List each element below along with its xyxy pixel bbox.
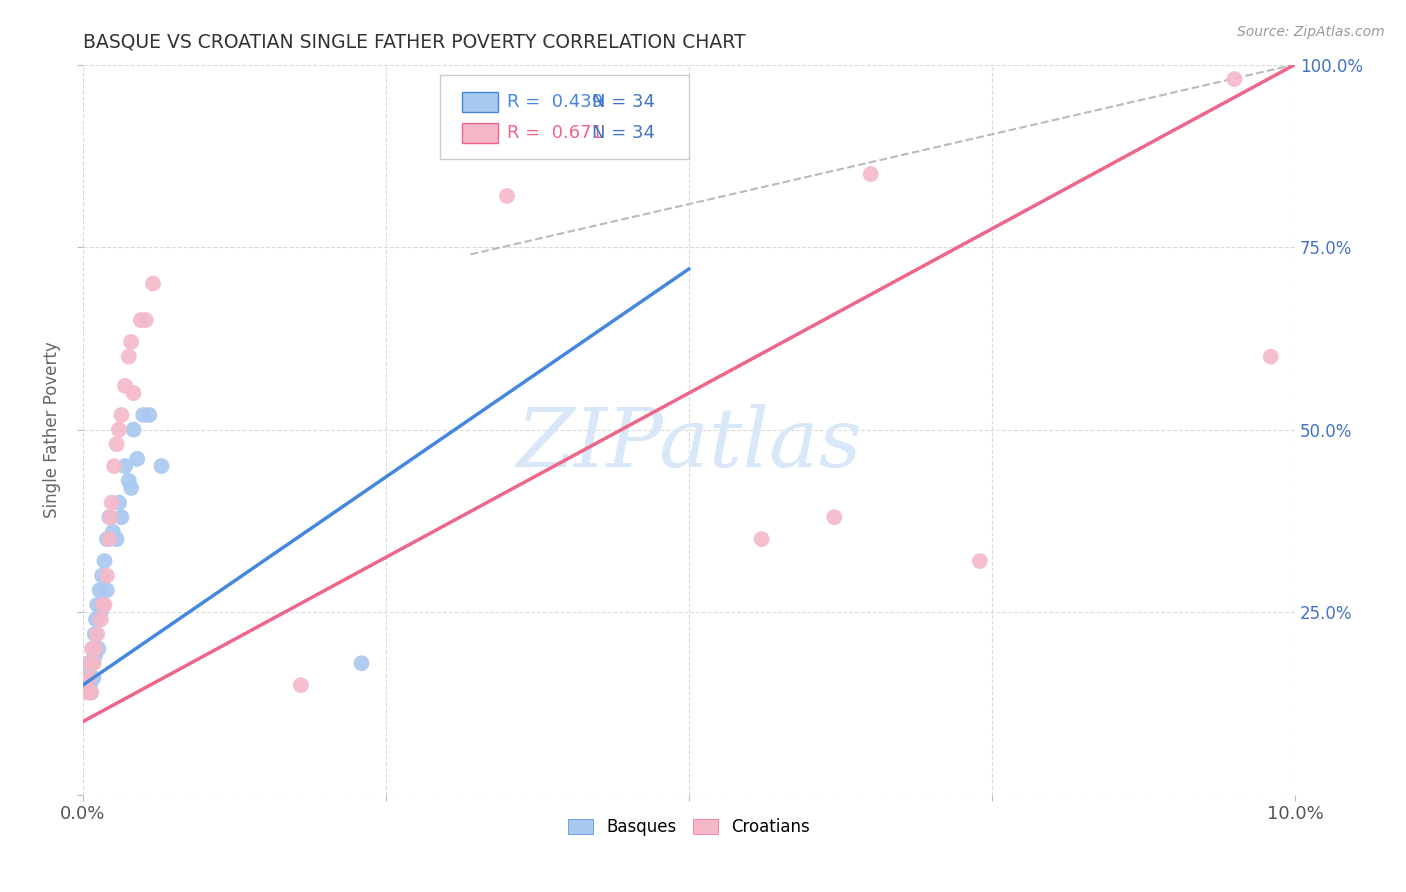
- Point: [96, 568, 118, 582]
- Point: [350, 657, 373, 671]
- Text: N = 34: N = 34: [592, 124, 655, 142]
- Point: [122, 386, 145, 401]
- Point: [150, 459, 173, 474]
- Point: [90, 605, 112, 619]
- Point: [290, 678, 312, 692]
- Point: [83, 671, 105, 685]
- Point: [96, 583, 118, 598]
- Point: [118, 350, 141, 364]
- Point: [581, 79, 603, 94]
- Point: [96, 532, 118, 546]
- Point: [120, 334, 142, 349]
- Point: [98, 510, 121, 524]
- Point: [129, 313, 152, 327]
- Point: [77, 657, 100, 671]
- Point: [82, 657, 104, 671]
- Point: [108, 423, 131, 437]
- Point: [83, 648, 105, 663]
- Point: [80, 685, 103, 699]
- Point: [114, 379, 136, 393]
- Y-axis label: Single Father Poverty: Single Father Poverty: [44, 342, 60, 518]
- Point: [82, 641, 104, 656]
- Point: [90, 612, 112, 626]
- Point: [86, 598, 108, 612]
- FancyBboxPatch shape: [440, 76, 689, 160]
- Point: [118, 474, 141, 488]
- Point: [105, 532, 128, 546]
- Point: [859, 167, 882, 181]
- Point: [100, 510, 122, 524]
- Point: [76, 685, 98, 699]
- Text: ZIPatlas: ZIPatlas: [516, 404, 862, 484]
- Text: BASQUE VS CROATIAN SINGLE FATHER POVERTY CORRELATION CHART: BASQUE VS CROATIAN SINGLE FATHER POVERTY…: [83, 33, 745, 52]
- Point: [1223, 72, 1246, 87]
- Text: R =  0.671: R = 0.671: [508, 124, 603, 142]
- Point: [79, 678, 101, 692]
- Point: [132, 408, 155, 422]
- Point: [101, 524, 124, 539]
- Text: Source: ZipAtlas.com: Source: ZipAtlas.com: [1237, 25, 1385, 39]
- Point: [91, 598, 114, 612]
- Point: [142, 277, 165, 291]
- Point: [84, 612, 107, 626]
- Point: [114, 459, 136, 474]
- Point: [605, 79, 627, 94]
- Point: [91, 568, 114, 582]
- Point: [79, 657, 101, 671]
- Point: [138, 408, 160, 422]
- Point: [80, 685, 103, 699]
- Point: [122, 423, 145, 437]
- Point: [110, 510, 132, 524]
- Point: [1260, 350, 1282, 364]
- Point: [87, 641, 110, 656]
- Point: [98, 532, 121, 546]
- Point: [108, 495, 131, 509]
- Text: R =  0.439: R = 0.439: [508, 93, 603, 111]
- Point: [100, 495, 122, 509]
- Point: [89, 583, 111, 598]
- Point: [93, 554, 115, 568]
- Legend: Basques, Croatians: Basques, Croatians: [560, 810, 818, 845]
- Point: [135, 313, 157, 327]
- Point: [823, 510, 845, 524]
- Point: [83, 641, 105, 656]
- Point: [77, 671, 100, 685]
- FancyBboxPatch shape: [463, 92, 499, 112]
- Point: [120, 481, 142, 495]
- Point: [496, 189, 519, 203]
- Point: [82, 641, 104, 656]
- Point: [93, 598, 115, 612]
- Point: [83, 657, 105, 671]
- Point: [751, 532, 773, 546]
- Point: [83, 627, 105, 641]
- Point: [127, 451, 149, 466]
- Point: [86, 627, 108, 641]
- Point: [110, 408, 132, 422]
- Point: [105, 437, 128, 451]
- FancyBboxPatch shape: [463, 123, 499, 144]
- Point: [103, 459, 125, 474]
- Point: [76, 664, 98, 678]
- Text: N = 34: N = 34: [592, 93, 655, 111]
- Point: [969, 554, 991, 568]
